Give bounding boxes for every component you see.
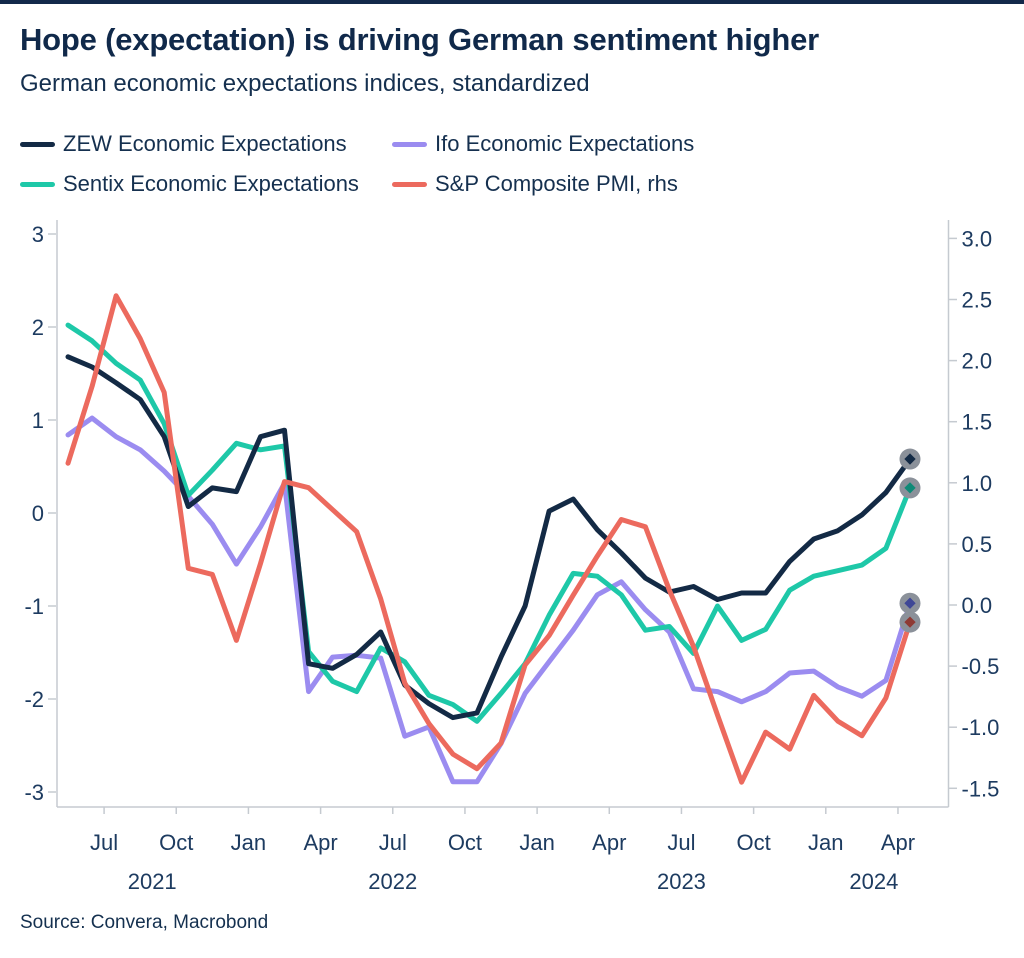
x-tick-label: Jan [519, 830, 554, 855]
y-tick-label-right: 1.0 [962, 471, 993, 496]
y-tick-label-right: 0.5 [962, 532, 993, 557]
pmi-line-swatch [392, 181, 427, 187]
x-tick-label: Jul [379, 830, 407, 855]
ifo-line-swatch [392, 141, 427, 147]
year-label: 2021 [128, 869, 177, 894]
legend-item-sentix: Sentix Economic Expectations [20, 171, 359, 197]
y-tick-label-left: -1 [24, 594, 44, 619]
source-note: Source: Convera, Macrobond [20, 912, 269, 933]
ifo-end-marker-dot [904, 597, 916, 609]
legend-item-zew: ZEW Economic Expectations [20, 131, 347, 157]
legend-label-ifo: Ifo Economic Expectations [435, 131, 695, 156]
y-tick-label-right: 2.0 [962, 349, 993, 374]
year-label: 2022 [368, 869, 417, 894]
x-tick-label: Jul [90, 830, 118, 855]
pmi-end-marker-dot [904, 616, 916, 628]
legend-label-zew: ZEW Economic Expectations [63, 131, 347, 156]
legend-item-pmi: S&P Composite PMI, rhs [392, 171, 678, 197]
x-tick-label: Apr [303, 830, 337, 855]
sentix-line-swatch [20, 181, 55, 187]
line-chart: 3 2 1 0 -1 -2 -3 3.0 2.5 2.0 1.5 1.0 0.5 0.0 -0.5 -1.0 -… [24, 220, 1000, 894]
y-tick-label-right: -1.0 [962, 715, 1000, 740]
y-tick-label-right: -0.5 [962, 654, 1000, 679]
y-tick-label-right: 3.0 [962, 226, 993, 251]
pmi-line [65, 293, 913, 785]
x-tick-label: Apr [592, 830, 626, 855]
zew-end-marker-dot [904, 453, 916, 465]
page-title: Hope (expectation) is driving German sen… [20, 22, 819, 57]
zew-line [65, 354, 913, 721]
y-tick-label-right: 2.5 [962, 288, 993, 313]
zew-line-swatch [20, 141, 55, 147]
y-tick-label-left: 2 [32, 315, 44, 340]
ifo-line [65, 415, 913, 785]
y-tick-label-right: 1.5 [962, 410, 993, 435]
legend-item-ifo: Ifo Economic Expectations [392, 131, 694, 157]
legend-label-sentix: Sentix Economic Expectations [63, 171, 359, 196]
x-tick-label: Apr [881, 830, 915, 855]
legend-label-pmi: S&P Composite PMI, rhs [435, 171, 678, 196]
y-tick-label-left: 3 [32, 222, 44, 247]
sentix-end-marker-dot [904, 482, 916, 494]
y-tick-label-right: -1.5 [962, 776, 1000, 801]
y-tick-label-left: -3 [24, 780, 44, 805]
y-tick-label-left: -2 [24, 687, 44, 712]
year-label: 2023 [657, 869, 706, 894]
x-tick-label: Oct [159, 830, 193, 855]
y-tick-label-left: 1 [32, 408, 44, 433]
x-tick-label: Oct [737, 830, 771, 855]
x-tick-label: Jan [231, 830, 266, 855]
chart-subtitle: German economic expectations indices, st… [20, 70, 590, 97]
top-accent-bar [0, 0, 1024, 4]
x-tick-label: Jul [667, 830, 695, 855]
sentix-line [65, 322, 913, 724]
y-tick-label-right: 0.0 [962, 593, 993, 618]
x-tick-label: Jan [808, 830, 843, 855]
x-tick-label: Oct [448, 830, 482, 855]
y-tick-label-left: 0 [32, 501, 44, 526]
year-label: 2024 [849, 869, 898, 894]
